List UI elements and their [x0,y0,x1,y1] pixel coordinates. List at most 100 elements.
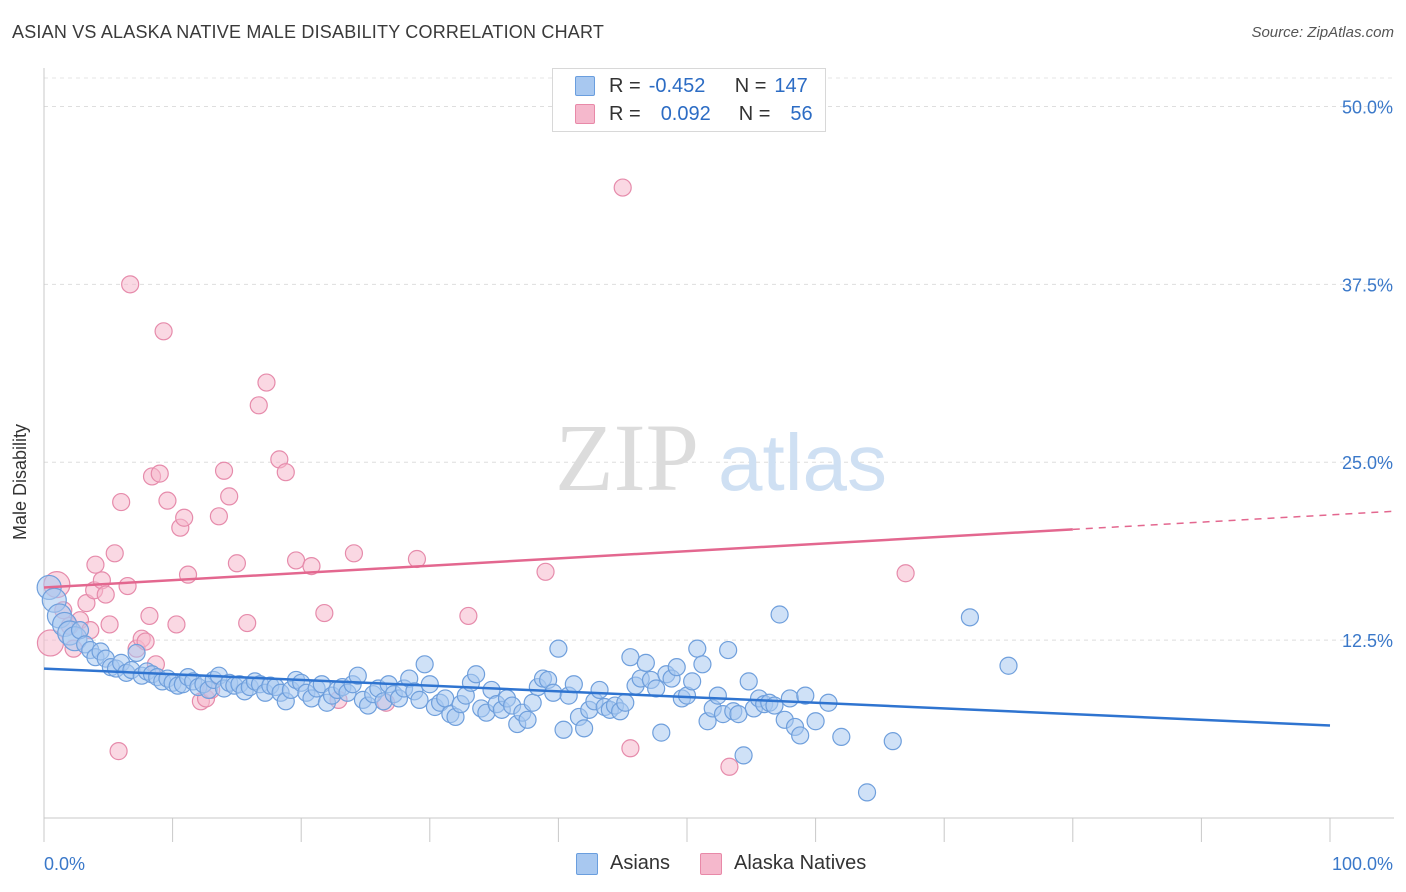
legend-row-alaska: R = 0.092 N = 56 [575,101,813,127]
alaska-point [238,613,257,633]
asians-legend-swatch [576,852,598,875]
asians-point [791,726,810,745]
alaska-point [227,554,246,573]
asians-point [770,605,789,624]
x-tick-label: 100.0% [1332,854,1393,874]
asians-point [832,727,851,746]
asians-point [806,712,825,731]
y-tick-label: 37.5% [1342,275,1393,295]
x-tick-label: 0.0% [44,854,85,874]
asians-point [523,693,542,712]
asians-point [999,656,1018,675]
alaska-point [96,585,115,604]
asians-point [590,680,609,700]
asians-point [636,653,655,672]
alaska-swatch [575,104,595,124]
r-label: R = [609,102,641,125]
asians-point [127,643,146,663]
asians-point [719,640,738,660]
asians-point [667,658,686,677]
asians-point [466,665,486,684]
asians-point [616,693,635,712]
alaska-point [86,555,105,574]
alaska-point [150,464,169,483]
alaska-point [209,507,228,526]
asians-point [883,732,902,751]
alaska-point [220,487,239,506]
watermark-zip: ZIP [555,404,699,511]
alaska-point [140,606,159,626]
asians-legend-label: Asians [610,852,671,874]
asians-point [549,639,568,658]
alaska-legend-label: Alaska Natives [734,852,867,874]
legend-item-alaska: Alaska Natives [700,852,866,875]
alaska-trendline-extension [1072,510,1393,531]
alaska-point [621,739,640,758]
alaska-point [109,742,128,761]
asians-point [708,686,727,705]
n-value: 56 [790,102,813,125]
alaska-point [158,491,177,510]
asians-point [734,746,753,765]
asians-point [348,666,367,685]
alaska-point [175,508,194,527]
alaska-point [315,603,334,623]
asians-point [729,705,748,724]
asians-point [857,783,877,802]
source-credit: Source: ZipAtlas.com [1251,24,1394,41]
asians-point [739,672,758,691]
asians-point [647,679,666,698]
alaska-point [344,544,364,563]
asians-point [796,686,815,705]
asians-point [683,672,702,691]
alaska-point [459,606,478,626]
r-value: 0.092 [660,102,711,125]
watermark-atlas: atlas [718,418,887,507]
alaska-point [896,564,915,583]
y-tick-label: 25.0% [1342,453,1393,473]
chart-title: ASIAN VS ALASKA NATIVE MALE DISABILITY C… [12,22,605,42]
alaska-point [167,615,186,634]
series-legend: Asians Alaska Natives [0,852,1406,878]
n-value: 147 [774,74,808,97]
alaska-point [276,463,295,482]
alaska-point [613,178,632,197]
alaska-point [257,373,276,392]
alaska-point [118,576,137,596]
asians-point [780,689,799,708]
alaska-point [286,551,306,570]
asians-point [410,690,429,709]
alaska-point [100,615,119,634]
alaska-point [720,757,739,776]
alaska-point [249,396,268,415]
alaska-point [121,275,140,294]
asians-point [621,648,640,667]
asians-point [544,683,563,702]
y-tick-label: 12.5% [1342,631,1393,651]
r-label: R = [609,74,641,97]
alaska-legend-swatch [700,852,722,875]
asians-point [554,720,573,739]
alaska-trendline [43,528,1073,589]
r-value: -0.452 [648,74,706,97]
n-label: N = [738,102,771,125]
correlation-legend: R = -0.452 N = 147 R = 0.092 N = 56 [552,68,826,132]
alaska-point [536,562,555,581]
alaska-point [105,544,124,563]
asians-swatch [575,76,595,96]
alaska-point [112,492,131,512]
legend-item-asians: Asians [576,852,670,875]
alaska-point [214,461,234,480]
asians-point [652,723,671,742]
asians-point [688,639,707,658]
alaska-point [154,322,173,341]
asians-point [436,689,455,708]
asians-point [518,710,537,729]
n-label: N = [734,74,767,97]
asians-point [960,608,980,627]
y-tick-label: 50.0% [1342,97,1393,117]
asians-point [575,719,594,738]
asians-point [564,675,583,694]
legend-row-asians: R = -0.452 N = 147 [575,73,808,99]
